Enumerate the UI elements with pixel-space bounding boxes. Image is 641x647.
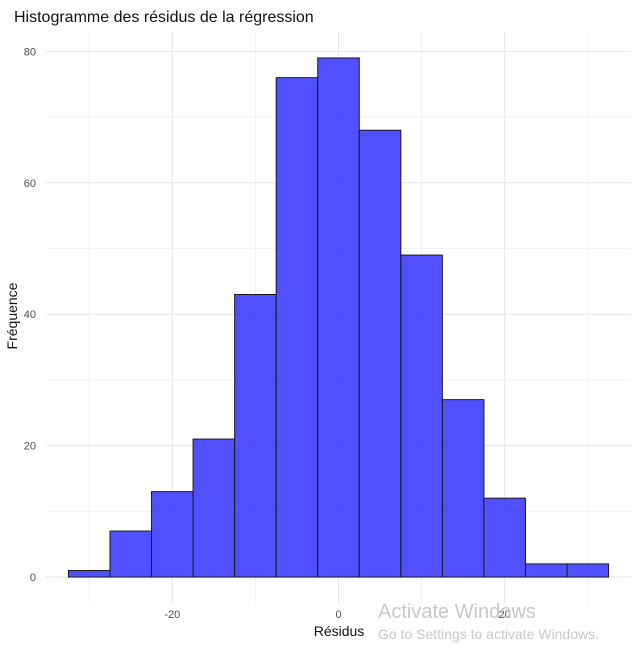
histogram-bar xyxy=(441,399,485,578)
histogram-bar xyxy=(109,530,153,578)
x-axis-title: Résidus xyxy=(314,623,365,639)
x-tick-label: 0 xyxy=(335,609,341,621)
watermark-title: Activate Windows xyxy=(378,601,536,623)
histogram-bar xyxy=(234,294,277,578)
histogram-bar xyxy=(566,563,610,578)
watermark-subtitle: Go to Settings to activate Windows. xyxy=(378,626,599,642)
histogram-bar xyxy=(275,77,319,578)
histogram-bar xyxy=(192,438,236,578)
x-tick-label: 20 xyxy=(499,609,511,621)
histogram-bar xyxy=(358,129,402,578)
histogram-bar xyxy=(400,254,443,578)
histogram-bar xyxy=(317,57,360,578)
histogram-bar xyxy=(151,491,194,578)
y-tick-label: 40 xyxy=(24,309,36,321)
x-tick-label: -20 xyxy=(164,609,180,621)
y-tick-label: 80 xyxy=(24,46,36,58)
histogram-bar xyxy=(524,563,568,578)
y-tick-label: 0 xyxy=(30,572,36,584)
y-tick-label: 60 xyxy=(24,178,36,190)
histogram-bar xyxy=(483,497,526,578)
bars xyxy=(67,57,610,578)
x-axis-ticks: -20 0 20 xyxy=(164,609,510,621)
histogram-bar xyxy=(67,569,111,578)
y-axis-ticks: 0 20 40 60 80 xyxy=(24,46,36,584)
y-tick-label: 20 xyxy=(24,441,36,453)
chart-title: Histogramme des résidus de la régression xyxy=(14,9,314,26)
y-axis-title: Fréquence xyxy=(4,282,20,349)
